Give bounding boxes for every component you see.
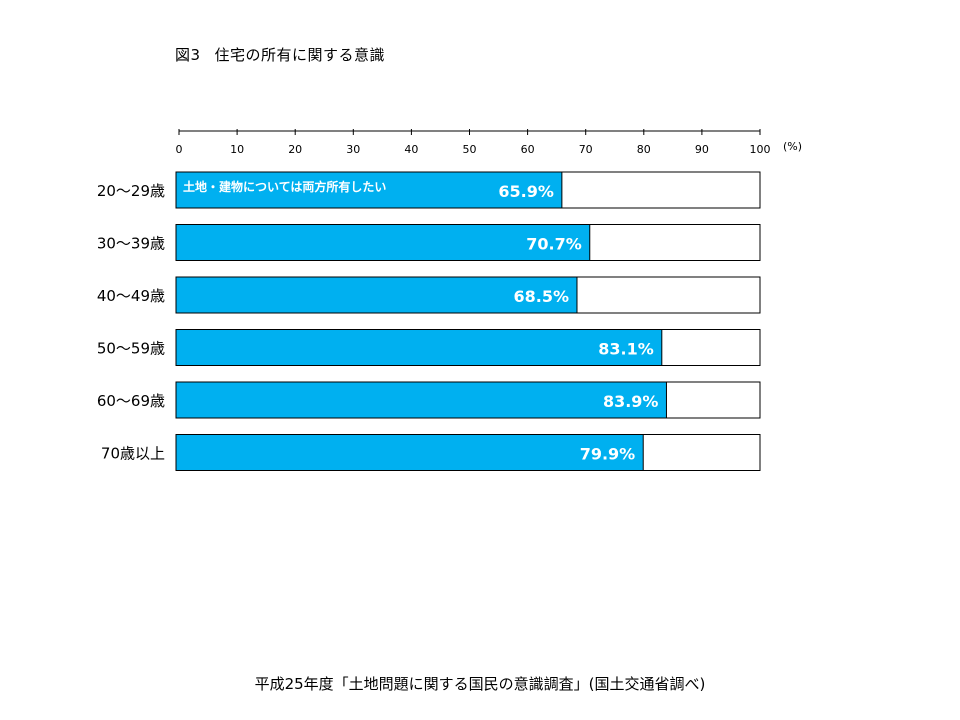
bars: 20～29歳 65.9% 30～39歳 70.7% 40～49歳 68.5% 50～59歳 8… bbox=[97, 171, 761, 471]
x-tick-label: 10 bbox=[230, 143, 244, 156]
figure-number: 図3 bbox=[175, 46, 201, 64]
chart-title: 図3 住宅の所有に関する意識 bbox=[175, 44, 385, 65]
data-label: 70.7% bbox=[526, 235, 582, 254]
x-tick-label: 80 bbox=[637, 143, 651, 156]
bar-chart: 0 10 20 30 40 50 60 70 80 90 100 (%) 20～29歳 65.9% 30～… bbox=[97, 129, 802, 471]
source-note: 平成25年度「土地問題に関する国民の意識調査」(国土交通省調べ) bbox=[254, 675, 706, 693]
bar bbox=[175, 171, 563, 209]
category-label: 40～49歳 bbox=[97, 287, 165, 305]
bar bbox=[175, 224, 591, 261]
bar bbox=[175, 381, 667, 419]
data-label: 79.9% bbox=[580, 445, 636, 464]
bar bbox=[175, 434, 644, 471]
data-label: 68.5% bbox=[513, 287, 569, 306]
data-label: 83.9% bbox=[603, 392, 659, 411]
x-tick-label: 50 bbox=[463, 143, 477, 156]
category-label: 60～69歳 bbox=[97, 392, 165, 410]
x-tick-label: 20 bbox=[288, 143, 302, 156]
category-label: 50～59歳 bbox=[97, 340, 165, 358]
x-tick-label: 30 bbox=[346, 143, 360, 156]
x-tick-label: 100 bbox=[750, 143, 771, 156]
category-label: 20～29歳 bbox=[97, 182, 165, 200]
category-label: 70歳以上 bbox=[101, 445, 165, 463]
series-label: 土地・建物については両方所有したい bbox=[183, 179, 386, 194]
x-tick-label: 70 bbox=[579, 143, 593, 156]
x-tick-label: 0 bbox=[176, 143, 183, 156]
title-text: 住宅の所有に関する意識 bbox=[214, 46, 386, 64]
x-axis: 0 10 20 30 40 50 60 70 80 90 100 (%) bbox=[176, 129, 802, 156]
data-label: 83.1% bbox=[598, 340, 654, 359]
x-tick-label: 40 bbox=[404, 143, 418, 156]
category-label: 30～39歳 bbox=[97, 235, 165, 253]
bar bbox=[175, 329, 663, 366]
x-unit-label: (%) bbox=[783, 140, 802, 153]
data-label: 65.9% bbox=[498, 182, 554, 201]
x-tick-label: 90 bbox=[695, 143, 709, 156]
bar bbox=[175, 276, 578, 314]
x-tick-label: 60 bbox=[521, 143, 535, 156]
